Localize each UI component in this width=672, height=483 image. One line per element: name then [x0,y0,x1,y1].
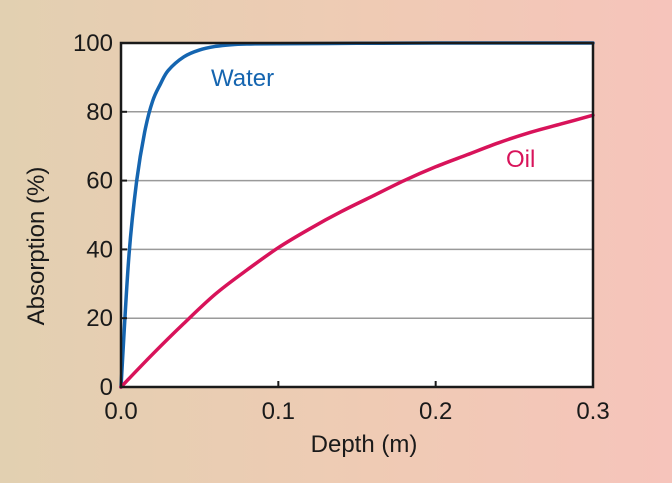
x-axis-title: Depth (m) [311,431,418,458]
y-tick-label: 80 [86,99,113,126]
y-tick-labels: 0 20 40 60 80 100 [73,30,127,401]
x-tick-label: 0.1 [262,398,295,425]
x-tick-label: 0.0 [104,398,137,425]
series-labels: Water Oil [211,65,535,173]
gridlines [121,111,593,319]
plot-area [121,43,593,387]
x-tick-label: 0.2 [419,398,452,425]
x-tick-labels: 0.0 0.1 0.2 0.3 [104,381,610,425]
y-tick-label: 20 [86,305,113,332]
y-tick-label: 100 [73,30,113,57]
y-tick-label: 40 [86,236,113,263]
plot-frame [119,41,595,389]
series-label-oil: Oil [506,146,535,173]
y-tick-label: 0 [100,374,113,401]
y-axis-title: Absorption (%) [23,167,50,326]
series-label-water: Water [211,65,274,92]
x-tick-label: 0.3 [576,398,609,425]
y-tick-label: 60 [86,168,113,195]
series-line-oil [119,113,595,389]
